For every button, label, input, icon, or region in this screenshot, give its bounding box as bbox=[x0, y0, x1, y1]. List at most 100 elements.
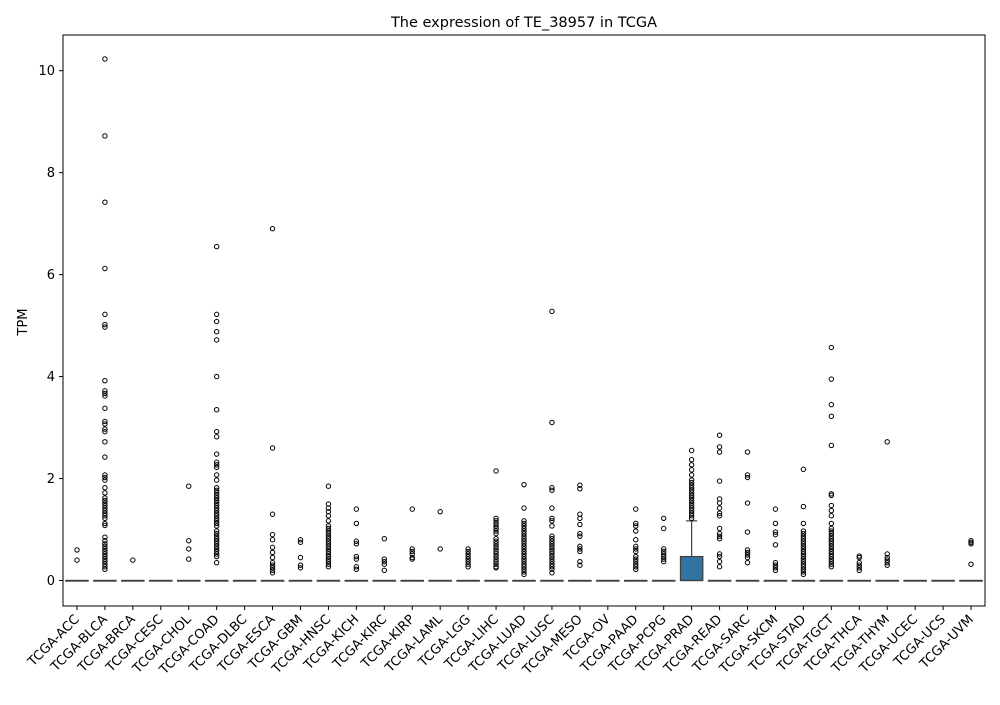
outlier-point bbox=[409, 556, 415, 562]
outlier-point bbox=[884, 551, 890, 557]
outlier-point bbox=[102, 377, 108, 384]
outlier-point bbox=[186, 483, 192, 489]
outlier-point bbox=[521, 556, 527, 562]
outlier-point bbox=[493, 538, 499, 544]
outlier-point bbox=[409, 546, 415, 552]
outlier-point bbox=[688, 467, 695, 473]
outlier-point bbox=[688, 490, 695, 496]
outlier-point bbox=[493, 546, 499, 552]
outlier-point bbox=[716, 478, 723, 484]
outlier-point bbox=[213, 464, 220, 471]
outlier-point bbox=[102, 324, 108, 330]
outlier-point bbox=[297, 554, 304, 561]
outlier-point bbox=[716, 558, 723, 565]
outlier-point bbox=[800, 556, 807, 562]
outlier-point bbox=[577, 546, 583, 552]
outlier-point bbox=[744, 500, 751, 506]
outlier-point bbox=[744, 529, 751, 535]
outlier-point bbox=[102, 388, 108, 394]
outlier-point bbox=[269, 559, 276, 566]
outlier-point bbox=[325, 548, 332, 555]
outlier-point bbox=[660, 515, 667, 522]
outlier-point bbox=[828, 376, 835, 382]
outlier-point bbox=[800, 571, 807, 578]
outlier-point bbox=[549, 561, 555, 567]
outlier-point bbox=[102, 56, 108, 62]
outlier-point bbox=[102, 199, 108, 205]
outlier-point bbox=[102, 390, 108, 397]
outlier-point bbox=[325, 483, 332, 489]
outlier-point bbox=[465, 551, 471, 557]
outlier-point bbox=[633, 564, 639, 570]
outlier-point bbox=[744, 474, 751, 481]
outlier-point bbox=[102, 543, 108, 550]
outlier-point bbox=[772, 529, 779, 535]
outlier-point bbox=[325, 536, 332, 542]
outlier-point bbox=[74, 557, 80, 563]
outlier-point bbox=[549, 487, 555, 493]
outlier-point bbox=[213, 490, 220, 496]
y-tick-label: 0 bbox=[47, 574, 55, 589]
outlier-point bbox=[325, 525, 332, 532]
outlier-point bbox=[325, 556, 332, 562]
outlier-point bbox=[716, 536, 723, 542]
outlier-point bbox=[465, 553, 471, 560]
y-tick-label: 2 bbox=[47, 472, 55, 487]
outlier-point bbox=[213, 536, 220, 542]
outlier-point bbox=[772, 562, 779, 568]
outlier-point bbox=[213, 515, 220, 522]
outlier-point bbox=[102, 454, 108, 460]
outlier-point bbox=[102, 500, 108, 506]
outlier-point bbox=[660, 551, 667, 557]
outlier-point bbox=[772, 559, 779, 566]
outlier-point bbox=[688, 487, 695, 493]
outlier-point bbox=[102, 558, 108, 565]
outlier-point bbox=[688, 482, 695, 488]
outlier-point bbox=[660, 546, 667, 552]
outlier-point bbox=[186, 546, 192, 552]
outlier-point bbox=[325, 505, 332, 511]
outlier-point bbox=[660, 548, 667, 555]
outlier-point bbox=[549, 553, 555, 560]
outlier-point bbox=[213, 551, 220, 557]
outlier-point bbox=[102, 321, 108, 328]
y-tick-label: 6 bbox=[47, 268, 55, 283]
outlier-point bbox=[828, 548, 835, 555]
outlier-point bbox=[213, 559, 220, 566]
outlier-point bbox=[549, 551, 555, 557]
outlier-point bbox=[102, 534, 108, 540]
outlier-point bbox=[521, 571, 527, 578]
outlier-point bbox=[213, 533, 220, 539]
outlier-point bbox=[297, 537, 304, 543]
outlier-point bbox=[549, 543, 555, 550]
outlier-point bbox=[325, 528, 332, 534]
outlier-point bbox=[269, 537, 276, 543]
outlier-point bbox=[521, 533, 527, 539]
outlier-point bbox=[493, 565, 499, 571]
outlier-point bbox=[493, 558, 499, 565]
outlier-point bbox=[633, 566, 639, 572]
outlier-point bbox=[856, 567, 862, 574]
outlier-point bbox=[828, 551, 835, 557]
outlier-point bbox=[716, 432, 723, 438]
outlier-point bbox=[716, 500, 723, 506]
outlier-point bbox=[102, 507, 108, 514]
outlier-point bbox=[633, 558, 639, 565]
outlier-point bbox=[828, 492, 835, 499]
outlier-point bbox=[716, 510, 723, 516]
outlier-point bbox=[772, 520, 779, 527]
outlier-point bbox=[381, 536, 388, 542]
outlier-point bbox=[521, 538, 527, 544]
outlier-point bbox=[102, 548, 108, 555]
outlier-point bbox=[688, 513, 695, 519]
outlier-point bbox=[493, 551, 499, 557]
outlier-point bbox=[828, 413, 835, 420]
outlier-point bbox=[800, 566, 807, 572]
outlier-point bbox=[633, 548, 639, 555]
outlier-point bbox=[688, 447, 695, 454]
outlier-point bbox=[549, 546, 555, 552]
outlier-point bbox=[660, 525, 667, 532]
outlier-point bbox=[800, 503, 807, 510]
outlier-point bbox=[269, 562, 276, 568]
outlier-point bbox=[325, 546, 332, 552]
